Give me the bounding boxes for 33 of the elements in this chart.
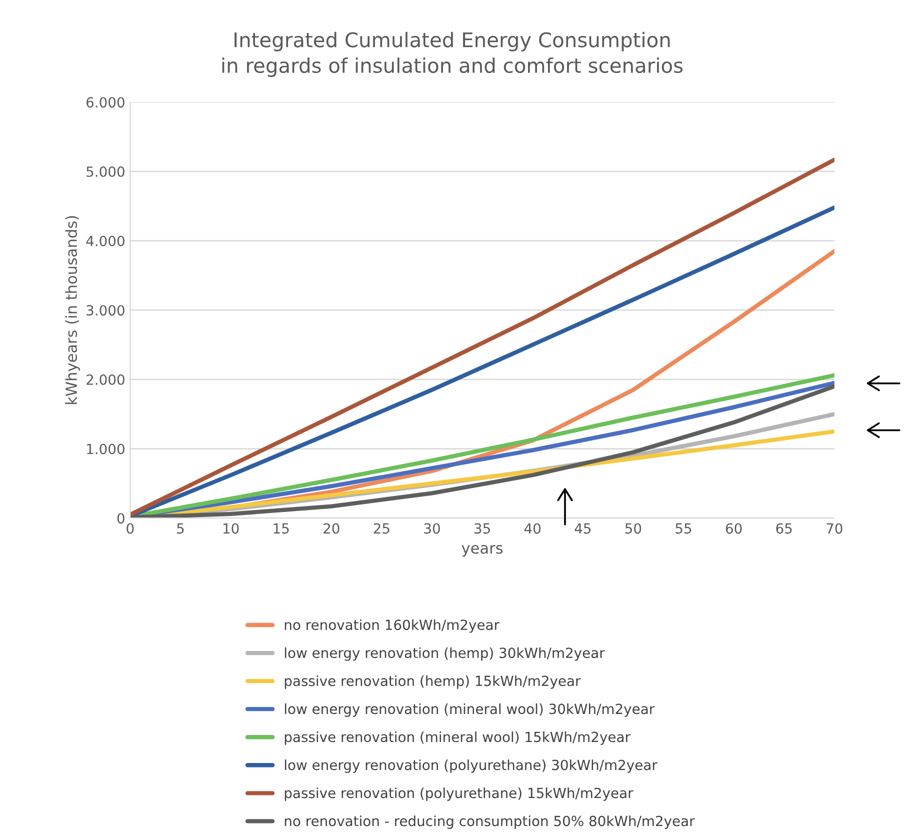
x-axis-title: years bbox=[462, 545, 503, 557]
legend-label: low energy renovation (mineral wool) 30kWh/m2year bbox=[284, 703, 655, 717]
legend-label: passive renovation (polyurethane) 15kWh/m2year bbox=[284, 787, 634, 801]
legend-label: passive renovation (mineral wool) 15kWh/m2year bbox=[284, 731, 630, 745]
x-tick-label: 30 bbox=[424, 523, 440, 534]
x-tick-label: 55 bbox=[676, 523, 692, 534]
x-tick-label: 25 bbox=[374, 523, 390, 534]
y-tick-label: 3.000 bbox=[86, 305, 124, 316]
x-tick-label: 60 bbox=[726, 523, 742, 534]
legend-label: no renovation - reducing consumption 50% 80kWh/m2year bbox=[284, 816, 695, 829]
y-tick-label: 0 bbox=[117, 513, 124, 524]
x-tick-label: 35 bbox=[474, 523, 490, 534]
y-tick-label: 1.000 bbox=[87, 444, 124, 454]
x-tick-label: 50 bbox=[625, 523, 642, 534]
y-tick-label: 4.000 bbox=[86, 236, 124, 246]
x-tick-label: 40 bbox=[524, 523, 540, 534]
x-tick-label: 20 bbox=[324, 523, 340, 534]
legend-label: passive renovation (hemp) 15kWh/m2year bbox=[284, 675, 581, 689]
legend-label: no renovation 160kWh/m2year bbox=[284, 619, 500, 633]
legend-label: low energy renovation (hemp) 30kWh/m2year bbox=[284, 647, 605, 661]
chart-title: Integrated Cumulated Energy Consumption in regards of insulation and comfort scenarios bbox=[222, 32, 683, 77]
y-tick-label: 5.000 bbox=[86, 166, 124, 177]
x-tick-label: 65 bbox=[776, 523, 792, 534]
x-tick-label: 15 bbox=[274, 523, 289, 534]
x-tick-label: 70 bbox=[826, 523, 842, 534]
legend-label: low energy renovation (polyurethane) 30kWh/m2year bbox=[284, 759, 658, 773]
x-tick-label: 0 bbox=[126, 523, 134, 534]
x-tick-label: 5 bbox=[177, 523, 184, 534]
x-tick-label: 10 bbox=[223, 523, 239, 534]
y-tick-label: 6.000 bbox=[86, 97, 124, 108]
y-tick-label: 2.000 bbox=[86, 374, 124, 385]
y-axis-title: kWhyears (in thousands) bbox=[65, 216, 80, 404]
x-tick-label: 45 bbox=[574, 523, 591, 534]
